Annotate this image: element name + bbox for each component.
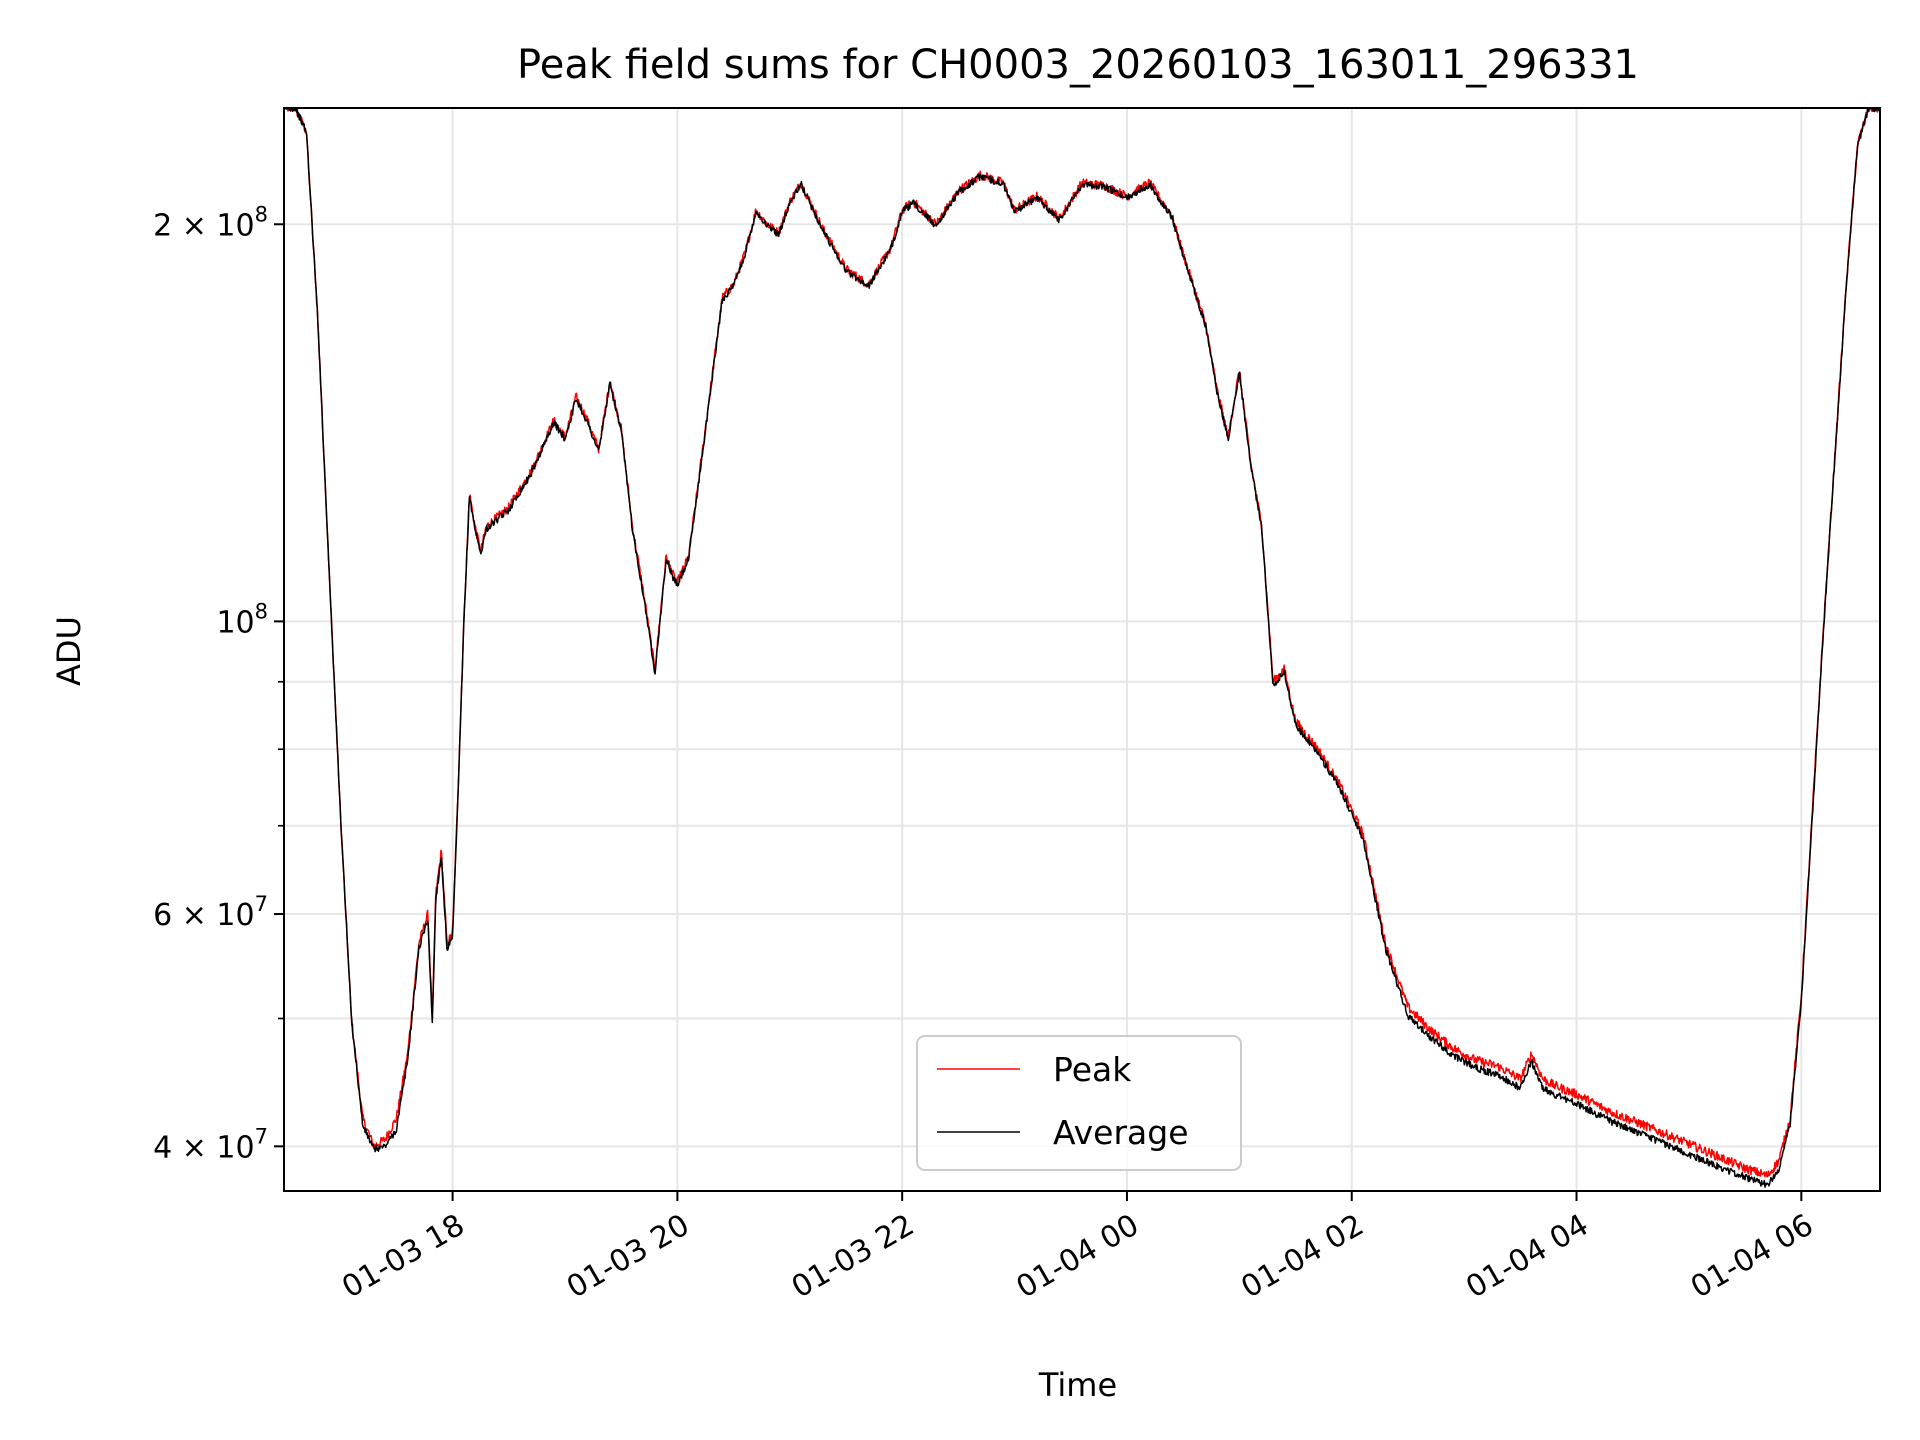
plot-background — [284, 108, 1880, 1191]
y-tick-label-exponent: 8 — [255, 599, 268, 623]
series-line-average — [283, 107, 1881, 1188]
y-tick-label-base: 10 — [216, 605, 254, 640]
plot-area — [283, 107, 1881, 1192]
y-axis-label: ADU — [50, 616, 88, 686]
plot-frame — [283, 107, 1881, 1192]
y-tick-label-exponent: 8 — [255, 202, 268, 226]
series-lines — [283, 107, 1881, 1188]
x-axis-label: Time — [1038, 1366, 1117, 1404]
y-tick-label-exponent: 7 — [255, 1124, 268, 1148]
series-line-peak — [283, 107, 1881, 1178]
y-tick-label: 6 × 107 — [153, 892, 268, 933]
legend-label-average: Average — [1053, 1113, 1189, 1152]
y-tick-label-base: 6 × 10 — [153, 898, 254, 933]
y-tick-label: 4 × 107 — [153, 1124, 268, 1165]
y-tick-label-base: 4 × 10 — [153, 1130, 254, 1165]
y-tick-label: 2 × 108 — [153, 202, 268, 243]
legend-label-peak: Peak — [1053, 1050, 1132, 1089]
chart-title: Peak field sums for CH0003_20260103_1630… — [517, 42, 1639, 88]
y-tick-label-exponent: 7 — [255, 892, 268, 916]
y-tick-label: 108 — [216, 599, 268, 640]
y-tick-label-base: 2 × 10 — [153, 208, 254, 243]
legend: Peak Average — [916, 1035, 1242, 1171]
